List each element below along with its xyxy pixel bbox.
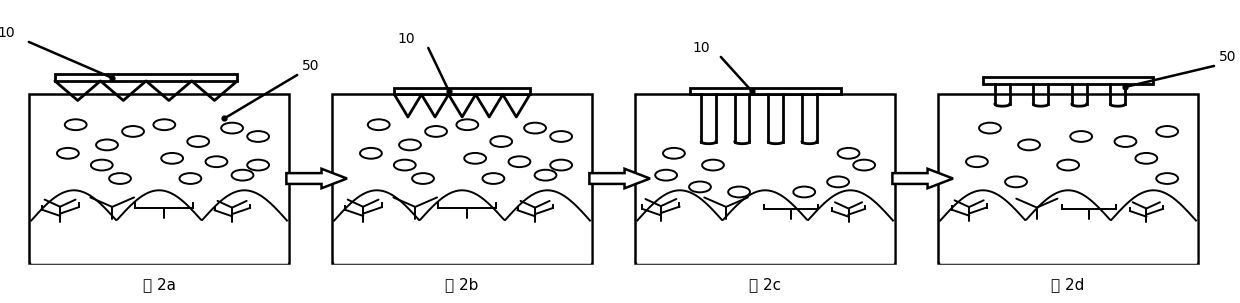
Ellipse shape bbox=[689, 181, 711, 192]
Ellipse shape bbox=[1156, 126, 1178, 137]
Text: 图 2b: 图 2b bbox=[445, 278, 479, 293]
Text: 图 2d: 图 2d bbox=[1052, 278, 1085, 293]
Ellipse shape bbox=[456, 119, 479, 130]
Ellipse shape bbox=[368, 119, 389, 130]
Ellipse shape bbox=[399, 139, 420, 150]
Ellipse shape bbox=[482, 173, 505, 184]
Polygon shape bbox=[589, 169, 650, 188]
Polygon shape bbox=[286, 169, 347, 188]
Text: 10: 10 bbox=[0, 26, 15, 40]
Ellipse shape bbox=[180, 173, 201, 184]
Ellipse shape bbox=[64, 119, 87, 130]
Text: 10: 10 bbox=[692, 42, 709, 55]
Ellipse shape bbox=[206, 156, 227, 167]
Ellipse shape bbox=[702, 160, 724, 171]
Ellipse shape bbox=[247, 160, 269, 171]
Ellipse shape bbox=[91, 160, 113, 171]
Polygon shape bbox=[893, 169, 954, 188]
Ellipse shape bbox=[1115, 136, 1136, 147]
Ellipse shape bbox=[57, 148, 79, 159]
Ellipse shape bbox=[655, 170, 677, 181]
Ellipse shape bbox=[1058, 160, 1079, 171]
Text: 图 2c: 图 2c bbox=[749, 278, 781, 293]
Ellipse shape bbox=[525, 123, 546, 134]
Ellipse shape bbox=[728, 187, 750, 197]
Ellipse shape bbox=[1156, 173, 1178, 184]
Bar bbox=[983, 77, 1153, 84]
Text: 图 2a: 图 2a bbox=[143, 278, 176, 293]
Ellipse shape bbox=[161, 153, 184, 164]
Ellipse shape bbox=[109, 173, 131, 184]
Ellipse shape bbox=[425, 126, 446, 137]
Ellipse shape bbox=[490, 136, 512, 147]
Bar bbox=[635, 95, 895, 263]
Ellipse shape bbox=[853, 160, 875, 171]
Ellipse shape bbox=[551, 160, 572, 171]
Bar bbox=[394, 88, 529, 95]
Ellipse shape bbox=[1136, 153, 1157, 164]
Ellipse shape bbox=[221, 123, 243, 134]
Ellipse shape bbox=[154, 119, 175, 130]
Ellipse shape bbox=[551, 131, 572, 142]
Text: 50: 50 bbox=[303, 59, 320, 73]
Ellipse shape bbox=[827, 176, 849, 187]
Ellipse shape bbox=[966, 156, 988, 167]
Ellipse shape bbox=[232, 170, 253, 181]
Ellipse shape bbox=[187, 136, 210, 147]
Ellipse shape bbox=[794, 187, 815, 197]
Bar bbox=[689, 88, 841, 95]
Ellipse shape bbox=[1006, 176, 1027, 187]
Ellipse shape bbox=[95, 139, 118, 150]
Ellipse shape bbox=[980, 123, 1001, 134]
Bar bbox=[29, 95, 289, 263]
Text: 10: 10 bbox=[397, 32, 414, 46]
Ellipse shape bbox=[508, 156, 531, 167]
Ellipse shape bbox=[464, 153, 486, 164]
Ellipse shape bbox=[1018, 139, 1040, 150]
Bar bbox=[937, 95, 1198, 263]
Bar bbox=[332, 95, 593, 263]
Ellipse shape bbox=[412, 173, 434, 184]
Ellipse shape bbox=[394, 160, 415, 171]
Ellipse shape bbox=[663, 148, 684, 159]
Ellipse shape bbox=[123, 126, 144, 137]
Bar bbox=[55, 74, 237, 81]
Text: 50: 50 bbox=[1219, 50, 1236, 65]
Ellipse shape bbox=[1070, 131, 1092, 142]
Ellipse shape bbox=[247, 131, 269, 142]
Ellipse shape bbox=[360, 148, 382, 159]
Ellipse shape bbox=[837, 148, 859, 159]
Ellipse shape bbox=[534, 170, 557, 181]
